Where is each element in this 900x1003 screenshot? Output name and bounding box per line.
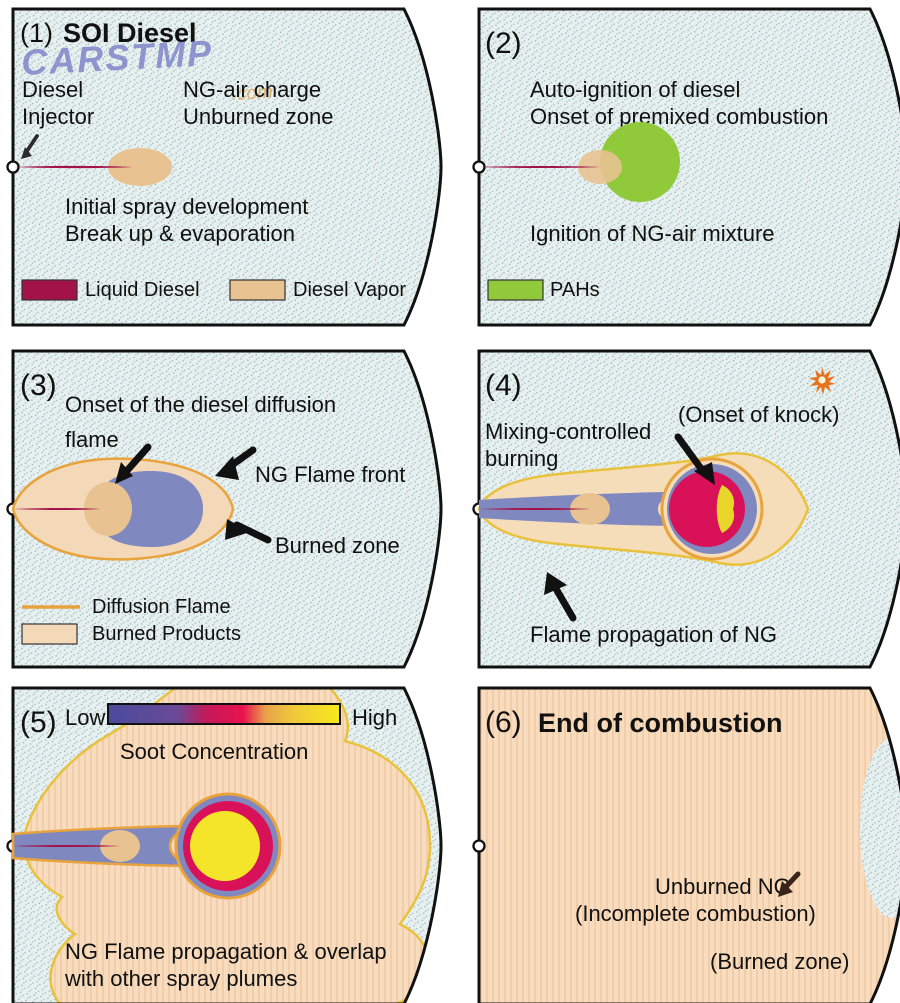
svg-text:Onset of premixed combustion: Onset of premixed combustion — [530, 104, 828, 129]
svg-text:flame: flame — [65, 427, 119, 452]
svg-text:Diffusion Flame: Diffusion Flame — [92, 596, 231, 618]
svg-text:(4): (4) — [485, 369, 522, 402]
svg-text:(Incomplete combustion): (Incomplete combustion) — [575, 901, 816, 926]
svg-text:with other spray plumes: with other spray plumes — [64, 966, 297, 991]
svg-text:Flame propagation of NG: Flame propagation of NG — [530, 622, 777, 647]
svg-text:High: High — [352, 705, 397, 730]
svg-text:Burned Products: Burned Products — [92, 623, 241, 645]
svg-text:Burned zone: Burned zone — [275, 533, 400, 558]
svg-text:Auto-ignition of diesel: Auto-ignition of diesel — [530, 77, 740, 102]
svg-text:Injector: Injector — [22, 104, 94, 129]
svg-text:NG-air charge: NG-air charge — [183, 77, 321, 102]
svg-text:burning: burning — [485, 446, 558, 471]
svg-text:(6): (6) — [485, 706, 522, 739]
svg-text:Ignition of NG-air mixture: Ignition of NG-air mixture — [530, 221, 775, 246]
svg-text:(3): (3) — [20, 369, 57, 402]
svg-text:(5): (5) — [20, 706, 57, 739]
svg-text:Mixing-controlled: Mixing-controlled — [485, 419, 651, 444]
svg-text:Low: Low — [65, 705, 105, 730]
svg-text:Diesel Vapor: Diesel Vapor — [293, 279, 406, 301]
svg-text:(Onset of knock): (Onset of knock) — [678, 402, 839, 427]
svg-text:Onset of the diesel diffusion: Onset of the diesel diffusion — [65, 392, 336, 417]
svg-text:Initial spray development: Initial spray development — [65, 194, 308, 219]
svg-text:Liquid Diesel: Liquid Diesel — [85, 279, 200, 301]
svg-text:(Burned zone): (Burned zone) — [710, 949, 849, 974]
svg-text:NG Flame propagation & overlap: NG Flame propagation & overlap — [65, 939, 387, 964]
svg-text:End of combustion: End of combustion — [538, 708, 782, 738]
svg-text:Soot Concentration: Soot Concentration — [120, 739, 308, 764]
svg-text:Break up & evaporation: Break up & evaporation — [65, 221, 295, 246]
svg-text:Unburned zone: Unburned zone — [183, 104, 333, 129]
svg-text:(2): (2) — [485, 27, 522, 60]
svg-text:Diesel: Diesel — [22, 77, 83, 102]
svg-text:NG Flame front: NG Flame front — [255, 462, 405, 487]
svg-text:PAHs: PAHs — [550, 279, 600, 301]
svg-text:Unburned NG: Unburned NG — [655, 874, 791, 899]
